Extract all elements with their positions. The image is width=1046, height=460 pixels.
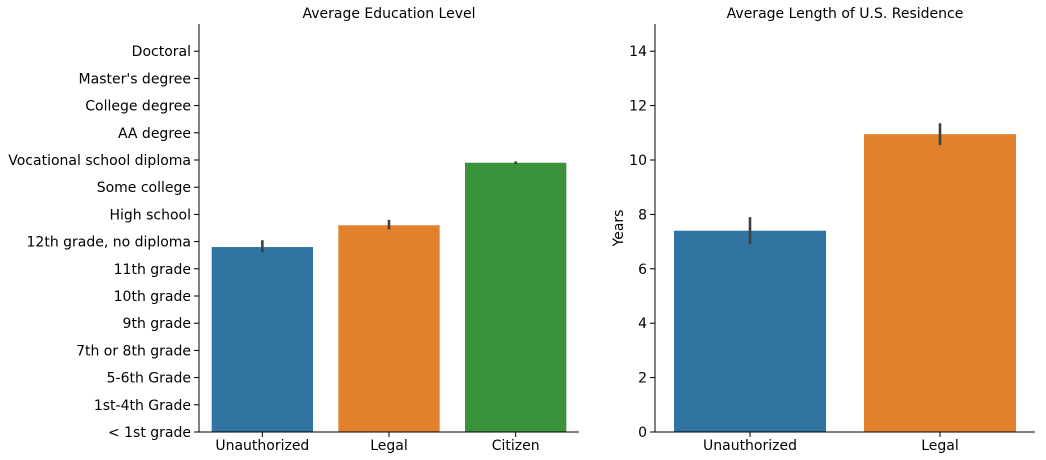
y-tick-label-residence-7: 14 [629, 44, 647, 60]
y-tick-label-education-8: High school [109, 207, 191, 223]
bar-residence-0 [674, 230, 826, 432]
bar-education-1 [338, 225, 440, 432]
bar-education-0 [211, 247, 313, 432]
y-axis-title-residence: Years [611, 210, 627, 248]
y-tick-label-residence-0: 0 [638, 425, 647, 441]
y-tick-label-education-13: Master's degree [79, 71, 191, 87]
y-tick-label-education-1: 1st-4th Grade [94, 398, 191, 414]
x-tick-label-education-1: Legal [370, 438, 408, 454]
x-tick-label-education-2: Citizen [492, 438, 540, 454]
y-tick-label-education-5: 10th grade [114, 289, 191, 305]
y-tick-label-education-4: 9th grade [123, 316, 191, 332]
y-tick-label-education-11: AA degree [118, 126, 191, 142]
x-tick-label-residence-1: Legal [921, 438, 959, 454]
chart-panel-residence: 0 2 4 6 8 10 12 14 Unauthorized Legal Average Leng… [611, 6, 1035, 454]
chart-panel-education: < 1st grade 1st-4th Grade 5-6th Grade 7th o… [8, 6, 579, 454]
y-tick-label-residence-6: 12 [629, 99, 647, 115]
y-tick-label-education-6: 11th grade [114, 262, 191, 278]
y-tick-label-education-10: Vocational school diploma [8, 153, 191, 169]
y-tick-label-education-7: 12th grade, no diploma [27, 235, 191, 251]
y-tick-label-residence-1: 2 [638, 371, 647, 387]
y-tick-label-education-14: Doctoral [132, 44, 191, 60]
y-tick-label-education-12: College degree [85, 99, 191, 115]
y-tick-label-residence-4: 8 [638, 207, 647, 223]
y-tick-label-education-3: 7th or 8th grade [76, 343, 191, 359]
bar-education-2 [465, 162, 567, 432]
bar-residence-1 [864, 134, 1016, 432]
y-tick-label-education-0: < 1st grade [108, 425, 191, 441]
chart-title-residence: Average Length of U.S. Residence [727, 6, 964, 22]
y-tick-label-education-9: Some college [97, 180, 191, 196]
chart-title-education: Average Education Level [302, 6, 475, 22]
x-tick-label-education-0: Unauthorized [215, 438, 309, 454]
y-tick-label-residence-5: 10 [629, 153, 647, 169]
x-tick-label-residence-0: Unauthorized [703, 438, 797, 454]
y-tick-label-education-2: 5-6th Grade [107, 371, 191, 387]
y-tick-label-residence-3: 6 [638, 262, 647, 278]
y-tick-label-residence-2: 4 [638, 316, 647, 332]
